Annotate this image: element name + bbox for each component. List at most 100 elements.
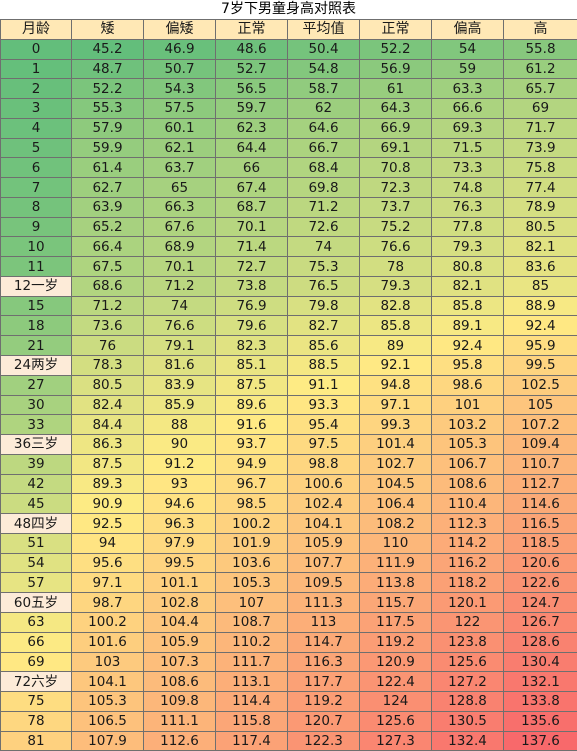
height-cell[interactable]: 120.9 [360, 652, 432, 672]
header-cell-above-average[interactable]: 偏高 [432, 20, 504, 40]
height-cell[interactable]: 79.1 [144, 336, 216, 356]
height-cell[interactable]: 88.9 [504, 296, 577, 316]
height-cell[interactable]: 82.8 [360, 296, 432, 316]
height-cell[interactable]: 107.7 [288, 553, 360, 573]
height-cell[interactable]: 52.2 [72, 79, 144, 99]
header-cell-tall[interactable]: 高 [504, 20, 577, 40]
height-cell[interactable]: 96.7 [216, 474, 288, 494]
height-cell[interactable]: 111.9 [360, 553, 432, 573]
height-cell[interactable]: 70.1 [144, 257, 216, 277]
height-cell[interactable]: 80.5 [72, 375, 144, 395]
height-cell[interactable]: 105.9 [288, 533, 360, 553]
height-cell[interactable]: 48.6 [216, 39, 288, 59]
height-cell[interactable]: 56.9 [360, 59, 432, 79]
height-cell[interactable]: 76.6 [360, 237, 432, 257]
height-cell[interactable]: 73.6 [72, 316, 144, 336]
height-cell[interactable]: 75.2 [360, 217, 432, 237]
height-cell[interactable]: 46.9 [144, 39, 216, 59]
header-cell-normal-high[interactable]: 正常 [360, 20, 432, 40]
height-cell[interactable]: 112.7 [504, 474, 577, 494]
height-cell[interactable]: 100.2 [216, 514, 288, 534]
height-cell[interactable]: 92.4 [504, 316, 577, 336]
height-cell[interactable]: 95.8 [432, 356, 504, 376]
height-cell[interactable]: 76.9 [216, 296, 288, 316]
height-cell[interactable]: 66.9 [360, 118, 432, 138]
height-cell[interactable]: 99.5 [504, 356, 577, 376]
height-cell[interactable]: 73.3 [432, 158, 504, 178]
height-cell[interactable]: 122.4 [360, 672, 432, 692]
height-cell[interactable]: 132.4 [432, 731, 504, 751]
height-cell[interactable]: 114.7 [288, 632, 360, 652]
height-cell[interactable]: 78 [360, 257, 432, 277]
height-cell[interactable]: 75.8 [504, 158, 577, 178]
height-cell[interactable]: 104.1 [288, 514, 360, 534]
height-cell[interactable]: 102.7 [360, 454, 432, 474]
height-cell[interactable]: 61.4 [72, 158, 144, 178]
height-cell[interactable]: 132.1 [504, 672, 577, 692]
height-cell[interactable]: 98.7 [72, 593, 144, 613]
height-cell[interactable]: 94.9 [216, 454, 288, 474]
month-cell[interactable]: 0 [1, 39, 72, 59]
height-cell[interactable]: 73.9 [504, 138, 577, 158]
month-cell[interactable]: 33 [1, 415, 72, 435]
height-cell[interactable]: 93.3 [288, 395, 360, 415]
height-cell[interactable]: 111.3 [288, 593, 360, 613]
height-cell[interactable]: 55.3 [72, 99, 144, 119]
height-cell[interactable]: 105 [504, 395, 577, 415]
height-cell[interactable]: 69.1 [360, 138, 432, 158]
month-cell[interactable]: 30 [1, 395, 72, 415]
height-cell[interactable]: 108.6 [432, 474, 504, 494]
height-cell[interactable]: 83.9 [144, 375, 216, 395]
month-cell[interactable]: 75 [1, 692, 72, 712]
height-cell[interactable]: 93.7 [216, 435, 288, 455]
height-cell[interactable]: 97.5 [288, 435, 360, 455]
height-cell[interactable]: 56.5 [216, 79, 288, 99]
height-cell[interactable]: 105.3 [72, 692, 144, 712]
height-cell[interactable]: 58.7 [288, 79, 360, 99]
height-cell[interactable]: 109.4 [504, 435, 577, 455]
height-cell[interactable]: 64.6 [288, 118, 360, 138]
height-cell[interactable]: 85.8 [360, 316, 432, 336]
height-cell[interactable]: 94.8 [360, 375, 432, 395]
height-cell[interactable]: 107.2 [504, 415, 577, 435]
month-cell[interactable]: 4 [1, 118, 72, 138]
height-cell[interactable]: 91.6 [216, 415, 288, 435]
month-cell[interactable]: 60五岁 [1, 593, 72, 613]
height-cell[interactable]: 124 [360, 692, 432, 712]
height-cell[interactable]: 106.4 [360, 494, 432, 514]
month-cell[interactable]: 54 [1, 553, 72, 573]
height-cell[interactable]: 120.7 [288, 711, 360, 731]
height-cell[interactable]: 107.3 [144, 652, 216, 672]
height-cell[interactable]: 92.4 [432, 336, 504, 356]
height-cell[interactable]: 78.3 [72, 356, 144, 376]
month-cell[interactable]: 45 [1, 494, 72, 514]
height-cell[interactable]: 61 [360, 79, 432, 99]
height-cell[interactable]: 72.7 [216, 257, 288, 277]
height-cell[interactable]: 111.7 [216, 652, 288, 672]
height-cell[interactable]: 66.3 [144, 197, 216, 217]
height-cell[interactable]: 95.6 [72, 553, 144, 573]
month-cell[interactable]: 15 [1, 296, 72, 316]
height-cell[interactable]: 98.8 [288, 454, 360, 474]
height-cell[interactable]: 85.1 [216, 356, 288, 376]
height-cell[interactable]: 83.6 [504, 257, 577, 277]
height-cell[interactable]: 64.3 [360, 99, 432, 119]
height-cell[interactable]: 113.1 [216, 672, 288, 692]
height-cell[interactable]: 114.4 [216, 692, 288, 712]
height-cell[interactable]: 74.8 [432, 178, 504, 198]
height-cell[interactable]: 89.1 [432, 316, 504, 336]
height-cell[interactable]: 115.7 [360, 593, 432, 613]
month-cell[interactable]: 10 [1, 237, 72, 257]
height-cell[interactable]: 77.8 [432, 217, 504, 237]
height-cell[interactable]: 66 [216, 158, 288, 178]
height-cell[interactable]: 111.1 [144, 711, 216, 731]
month-cell[interactable]: 6 [1, 158, 72, 178]
height-cell[interactable]: 92.5 [72, 514, 144, 534]
height-cell[interactable]: 109.5 [288, 573, 360, 593]
height-cell[interactable]: 75.3 [288, 257, 360, 277]
height-cell[interactable]: 127.2 [432, 672, 504, 692]
height-cell[interactable]: 57.5 [144, 99, 216, 119]
height-cell[interactable]: 54.8 [288, 59, 360, 79]
height-cell[interactable]: 60.1 [144, 118, 216, 138]
height-cell[interactable]: 103.6 [216, 553, 288, 573]
